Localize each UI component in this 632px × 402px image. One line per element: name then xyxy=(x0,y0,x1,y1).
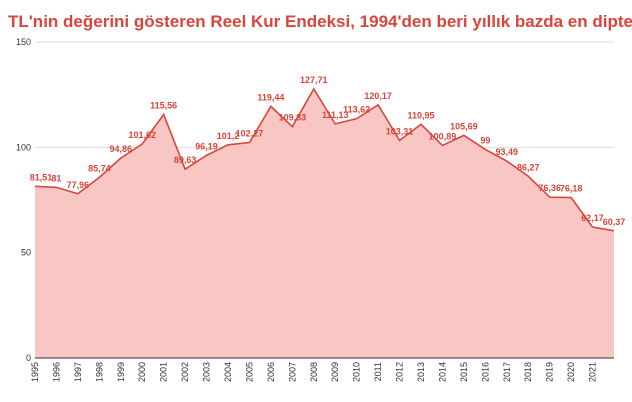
x-tick-label: 2009 xyxy=(330,362,340,382)
data-label: 81 xyxy=(51,173,61,183)
x-tick-label: 2015 xyxy=(459,362,469,382)
x-tick-label: 2004 xyxy=(223,362,233,382)
x-tick-label: 1996 xyxy=(51,362,61,382)
data-label: 101,2 xyxy=(217,131,240,141)
data-label: 103,31 xyxy=(386,126,414,136)
data-label: 85,74 xyxy=(88,163,111,173)
data-label: 113,62 xyxy=(343,105,370,115)
data-label: 115,56 xyxy=(150,101,177,111)
data-label: 93,49 xyxy=(496,147,519,157)
x-tick-label: 2002 xyxy=(180,362,190,382)
data-label: 101,62 xyxy=(128,130,156,140)
data-label: 77,96 xyxy=(67,180,90,190)
data-label: 62,17 xyxy=(581,213,604,223)
line xyxy=(34,87,615,232)
x-tick-label: 2011 xyxy=(373,362,383,381)
x-tick-label: 2017 xyxy=(502,362,512,382)
x-tick-label: 2013 xyxy=(416,362,426,382)
chart-title: TL'nin değerini gösteren Reel Kur Endeks… xyxy=(8,12,632,31)
data-label: 109,83 xyxy=(279,113,307,123)
data-label: 76,36 xyxy=(538,183,561,193)
x-tick-label: 1997 xyxy=(73,362,83,382)
data-label: 102,27 xyxy=(236,129,264,139)
data-label: 105,69 xyxy=(450,121,478,131)
data-label: 60,37 xyxy=(603,217,626,227)
x-tick-label: 2018 xyxy=(523,362,533,382)
data-label: 99 xyxy=(480,135,490,145)
data-label: 94,86 xyxy=(110,144,133,154)
y-tick-label: 0 xyxy=(26,353,31,363)
x-tick-label: 2008 xyxy=(309,362,319,382)
data-label: 96,19 xyxy=(195,141,218,151)
x-tick-label: 2016 xyxy=(480,362,490,382)
data-label: 110,95 xyxy=(407,110,434,120)
x-tick-label: 2021 xyxy=(588,362,598,382)
x-tick-label: 2007 xyxy=(287,362,297,382)
x-tick-label: 2000 xyxy=(137,362,147,382)
x-tick-label: 1999 xyxy=(116,362,126,382)
x-tick-label: 2020 xyxy=(566,362,576,382)
y-tick-label: 50 xyxy=(21,248,31,258)
x-tick-label: 2005 xyxy=(244,362,254,382)
x-tick-label: 2019 xyxy=(545,362,555,382)
x-tick-label: 2003 xyxy=(202,362,212,382)
x-tick-label: 2014 xyxy=(437,362,447,382)
data-label: 127,71 xyxy=(300,75,328,85)
x-tick-label: 2006 xyxy=(266,362,276,382)
data-label: 76,18 xyxy=(560,184,583,194)
area xyxy=(35,88,614,358)
data-label: 81,51 xyxy=(30,172,53,182)
data-label: 89,63 xyxy=(174,155,197,165)
data-label: 119,44 xyxy=(257,92,284,102)
x-tick-label: 2012 xyxy=(395,362,405,382)
x-tick-label: 2001 xyxy=(159,362,169,382)
y-tick-label: 150 xyxy=(16,37,31,47)
x-tick-label: 2010 xyxy=(352,362,362,382)
x-tick-label: 1998 xyxy=(94,362,104,382)
y-tick-label: 100 xyxy=(16,142,31,152)
data-label: 100,89 xyxy=(429,131,457,141)
x-tick-label: 1995 xyxy=(30,362,40,382)
data-label: 120,17 xyxy=(364,91,392,101)
data-label: 86,27 xyxy=(517,162,540,172)
data-label: 111,13 xyxy=(322,110,349,120)
